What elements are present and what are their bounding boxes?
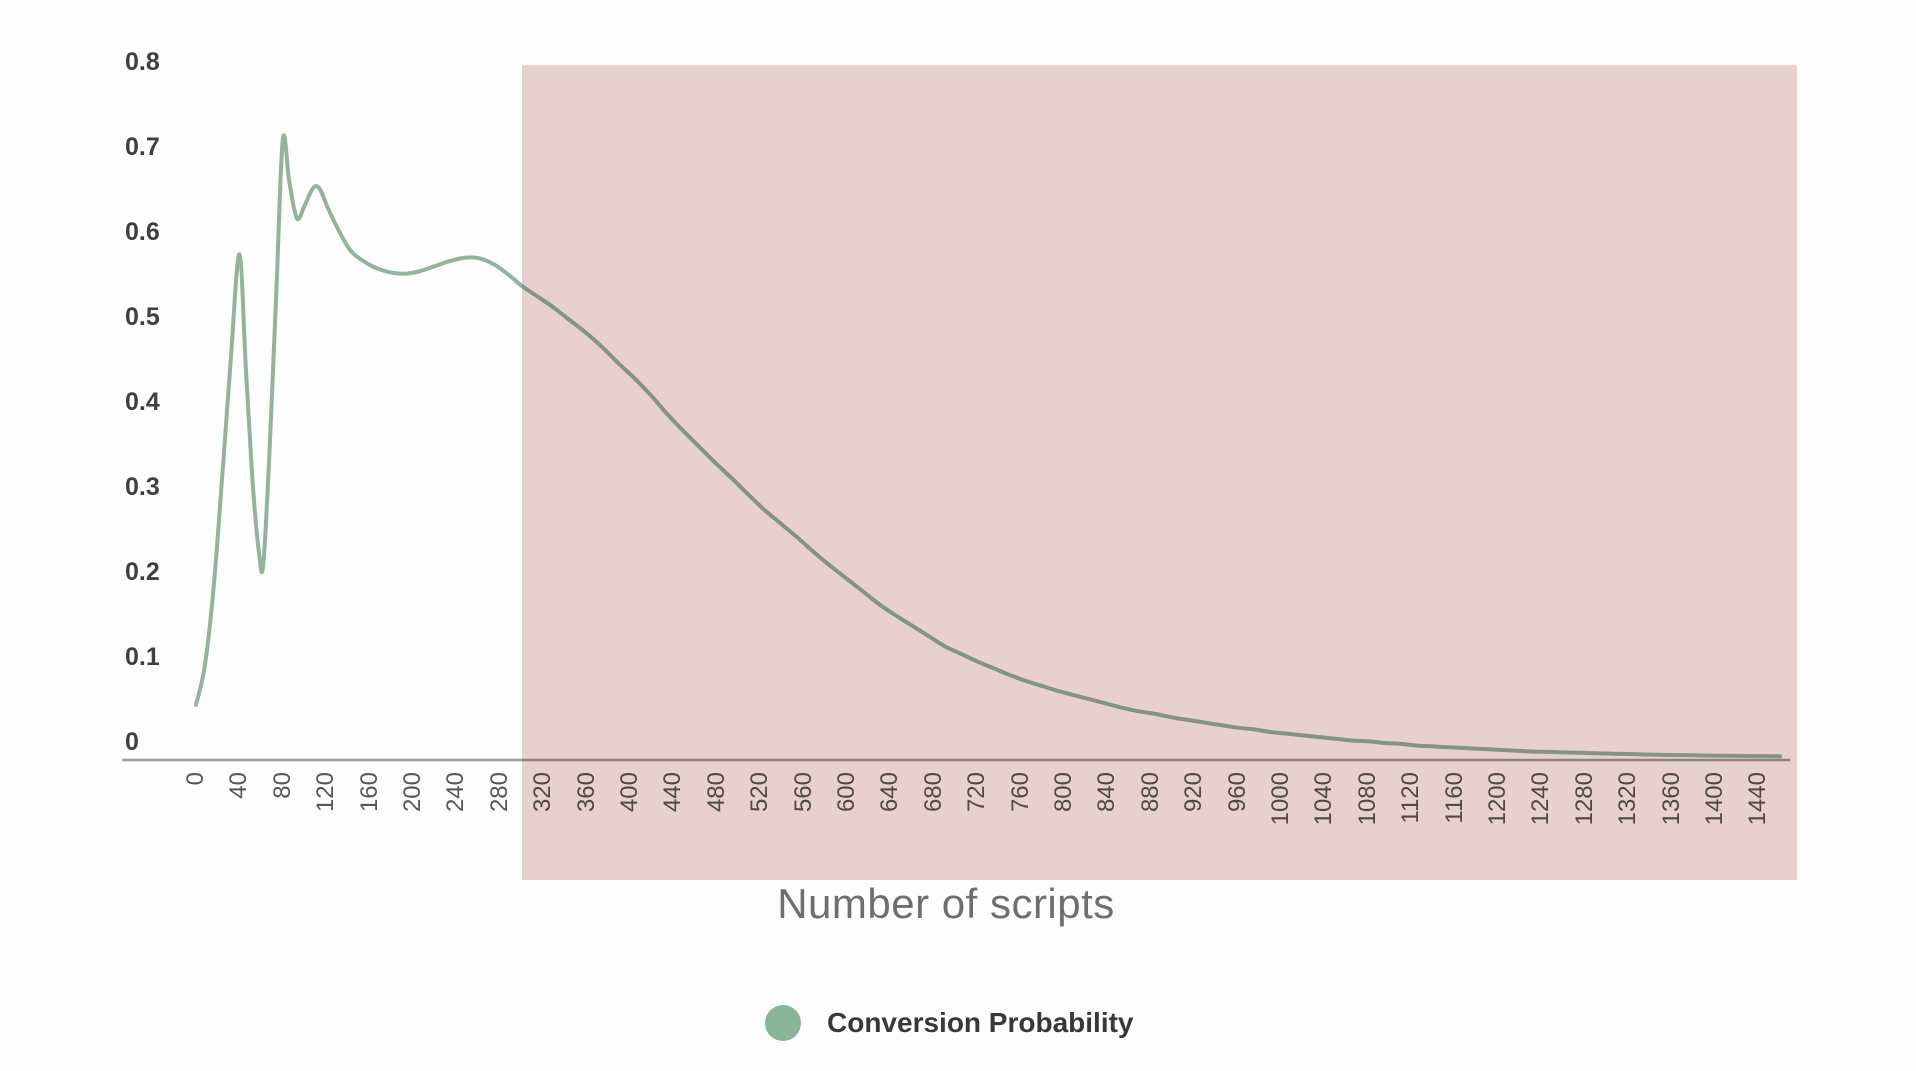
x-axis-tick-label: 1240 — [1527, 772, 1555, 826]
x-axis-title: Number of scripts — [777, 880, 1115, 927]
x-axis-tick-label: 1320 — [1614, 772, 1642, 826]
y-axis-tick-label: 0.1 — [125, 643, 160, 671]
x-axis-tick-label: 720 — [963, 772, 991, 813]
legend: Conversion Probability — [765, 1005, 1134, 1041]
x-axis-tick-label: 1200 — [1484, 772, 1511, 826]
y-axis-tick-label: 0.8 — [125, 48, 160, 76]
x-axis-tick-label: 0 — [182, 772, 209, 786]
x-axis-tick-label: 80 — [268, 772, 296, 799]
x-axis-tick-label: 480 — [702, 772, 730, 813]
y-axis-tick-label: 0.3 — [125, 473, 160, 501]
x-axis-tick-label: 800 — [1050, 772, 1077, 813]
x-axis-tick-label: 280 — [485, 772, 513, 813]
x-axis-tick-label: 1080 — [1353, 772, 1381, 826]
x-axis-tick-label: 600 — [833, 772, 860, 813]
conversion-probability-line — [194, 133, 1783, 759]
x-axis-tick-label: 1440 — [1744, 772, 1772, 826]
y-axis-tick-label: 0.2 — [125, 558, 160, 586]
x-axis-tick-label: 120 — [312, 772, 340, 813]
y-axis-tick-label: 0.4 — [125, 388, 160, 416]
x-axis-tick-label: 1360 — [1657, 772, 1685, 826]
y-axis-tick-label: 0.7 — [125, 133, 160, 161]
x-axis-tick-label: 400 — [616, 772, 643, 813]
x-axis-tick-label: 1400 — [1701, 772, 1728, 826]
x-axis-tick-label: 760 — [1006, 772, 1034, 813]
x-axis-tick-label: 1120 — [1397, 772, 1425, 824]
y-axis-tick-label: 0 — [125, 728, 139, 756]
legend-label: Conversion Probability — [827, 1007, 1134, 1038]
x-axis-tick-label: 560 — [789, 772, 817, 813]
x-axis-tick-label: 520 — [746, 772, 774, 813]
x-axis-tick-label: 640 — [876, 772, 904, 813]
x-axis-tick-label: 1040 — [1310, 772, 1338, 826]
x-axis-tick-label: 200 — [399, 772, 426, 813]
x-axis-tick-label: 880 — [1136, 772, 1164, 813]
x-axis-tick-label: 240 — [442, 772, 470, 813]
x-axis-tick-label: 440 — [659, 772, 687, 813]
x-axis-tick-label: 1280 — [1570, 772, 1598, 826]
x-axis-tick-label: 1000 — [1267, 772, 1294, 826]
y-axis-tick-label: 0.5 — [125, 303, 160, 331]
x-axis-tick-label: 840 — [1093, 772, 1121, 813]
x-axis-tick-label: 960 — [1223, 772, 1251, 813]
legend-marker-dot — [765, 1005, 801, 1041]
x-axis-tick-label: 920 — [1180, 772, 1208, 813]
x-axis-tick-label: 360 — [572, 772, 600, 813]
x-axis-tick-label: 160 — [355, 772, 383, 813]
x-axis-tick-label: 40 — [225, 772, 253, 799]
y-axis-tick-label: 0.6 — [125, 218, 160, 246]
x-axis-tick-label: 320 — [529, 772, 557, 813]
x-axis-tick-label: 1160 — [1440, 772, 1468, 824]
x-axis-tick-label: 680 — [919, 772, 947, 813]
